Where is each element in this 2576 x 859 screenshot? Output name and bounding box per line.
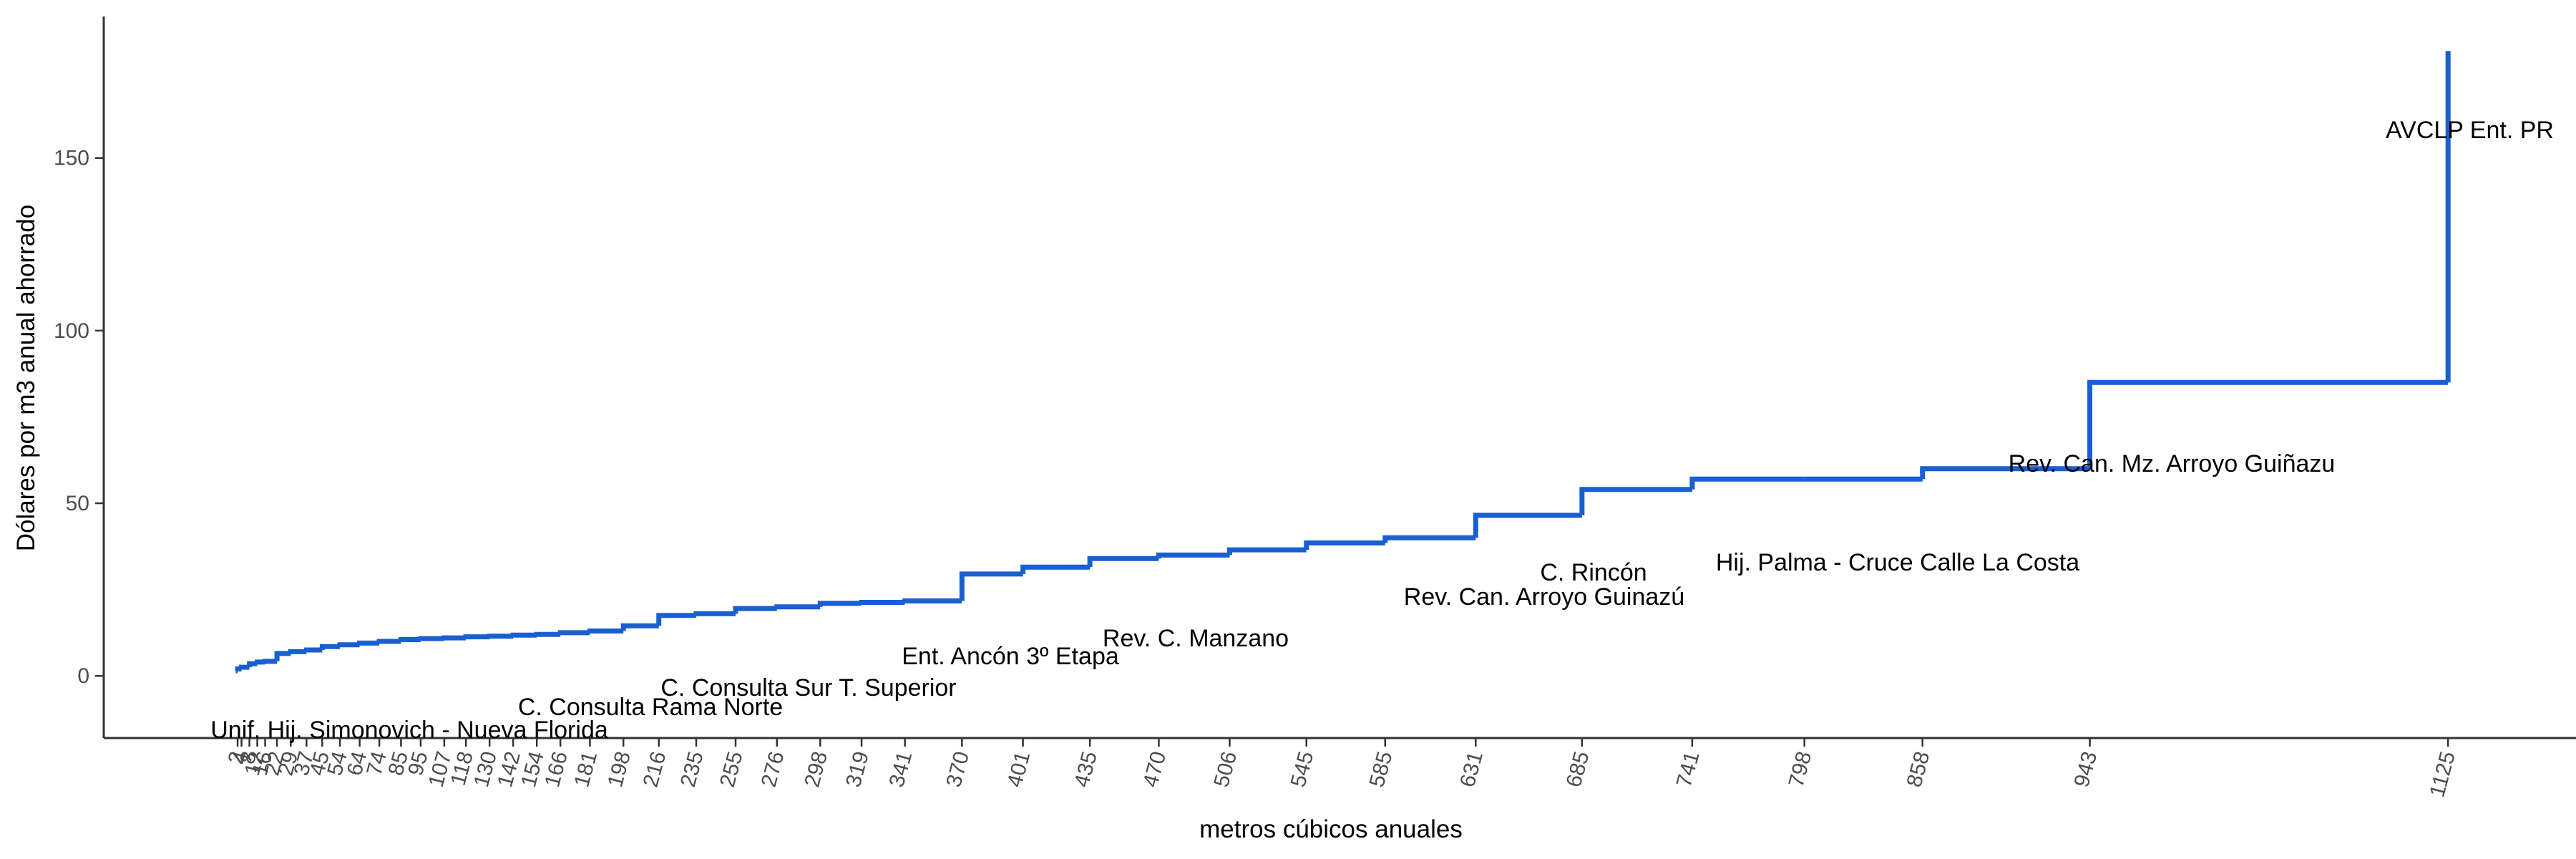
y-tick-label: 0 [77, 664, 89, 688]
x-tick-label: 401 [1003, 749, 1035, 790]
x-tick-label: 470 [1138, 749, 1171, 790]
x-tick-label: 631 [1455, 749, 1488, 790]
annotation: Ent. Ancón 3º Etapa [902, 643, 1119, 670]
step-segment [1226, 547, 1307, 555]
annotation: C. Consulta Rama Norte [518, 694, 783, 721]
x-tick-label: 298 [800, 749, 832, 790]
step-segment [1382, 535, 1476, 543]
step-segment [817, 601, 862, 607]
x-tick-label: 319 [841, 749, 874, 790]
step-segment [357, 640, 380, 646]
step-segment [247, 661, 258, 668]
step-segment [1689, 476, 1805, 490]
y-tick-label: 50 [66, 492, 89, 515]
step-segment [319, 644, 341, 651]
x-tick-label: 506 [1209, 749, 1241, 790]
step-segment [255, 659, 265, 665]
x-tick-label: 858 [1903, 749, 1935, 790]
step-segment [587, 628, 624, 634]
step-segment [1920, 466, 2090, 480]
step-segment [288, 649, 307, 654]
x-tick-label: 235 [676, 749, 708, 790]
annotation: Unif. Hij. Simonovich - Nueva Florida [210, 717, 608, 744]
step-segment [487, 634, 514, 639]
x-tick-label: 216 [639, 749, 671, 790]
step-segment [463, 634, 490, 640]
annotation: Rev. Can. Mz. Arroyo Guiñazu [2009, 450, 2336, 477]
annotation: AVCLP Ent. PR [2386, 117, 2554, 144]
x-tick-label: 741 [1672, 749, 1704, 790]
step-segment [2087, 379, 2449, 469]
step-segment [303, 647, 323, 653]
x-tick-label: 685 [1562, 749, 1594, 790]
step-segment [398, 637, 421, 643]
annotation: Hij. Palma - Cruce Calle La Costa [1716, 549, 2079, 576]
step-segment [1473, 513, 1582, 538]
x-tick-label: 370 [942, 749, 974, 790]
step-segment [534, 631, 561, 637]
x-tick-label: 585 [1365, 749, 1397, 790]
step-segment [557, 630, 590, 636]
step-segment [733, 606, 777, 614]
step-segment [1087, 555, 1159, 568]
x-tick-label: 341 [885, 749, 917, 790]
annotation: C. Rincón [1540, 559, 1646, 586]
y-tick-label: 150 [54, 147, 89, 170]
x-tick-label: 435 [1070, 749, 1102, 790]
step-segment [859, 599, 905, 605]
step-segment [263, 659, 278, 664]
x-tick-label: 545 [1287, 749, 1319, 790]
x-tick-label: 181 [570, 749, 602, 790]
x-tick-label: 798 [1785, 749, 1817, 790]
step-segment [274, 651, 291, 661]
step-segment [959, 571, 1023, 601]
step-segment [510, 632, 537, 638]
step-segment [1579, 487, 1692, 515]
step-segment [1020, 564, 1091, 574]
y-tick-label: 100 [54, 319, 89, 343]
annotation: Rev. C. Manzano [1103, 625, 1289, 652]
x-tick-label: 255 [716, 749, 748, 790]
step-segment [337, 642, 360, 648]
step-segment [774, 604, 821, 610]
step-segment [376, 639, 401, 644]
step-segment [1304, 540, 1385, 550]
step-segment [693, 611, 736, 616]
x-tick-label: 198 [603, 749, 635, 790]
x-tick-label: 276 [757, 749, 789, 790]
x-axis-title: metros cúbicos anuales [1199, 815, 1463, 843]
step-segment [902, 598, 962, 604]
step-segment [620, 623, 659, 631]
step-segment [656, 613, 696, 626]
step-segment [441, 635, 467, 641]
step-segment [239, 664, 250, 670]
x-tick-label: 943 [2069, 749, 2102, 790]
x-tick-label: 1125 [2425, 749, 2460, 800]
annotation: C. Consulta Sur T. Superior [660, 674, 956, 702]
y-axis-title: Dólares por m3 anual ahorrado [12, 205, 40, 551]
step-segment [1156, 552, 1230, 559]
annotation: Rev. Can. Arroyo Guinazú [1404, 583, 1684, 611]
step-segment [235, 666, 242, 672]
